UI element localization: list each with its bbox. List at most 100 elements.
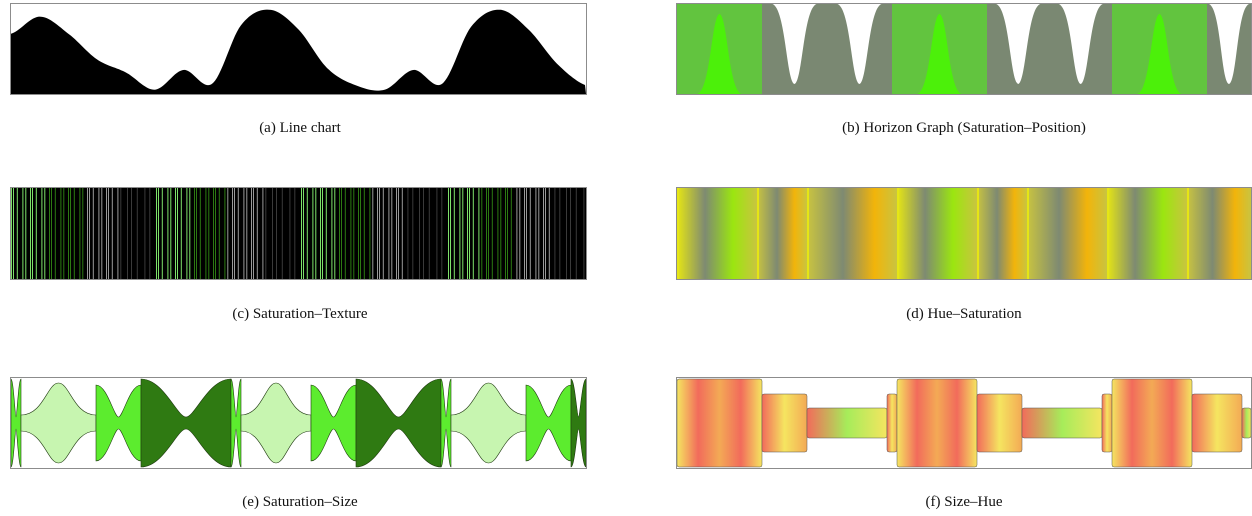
horizon-peak-2-0 — [917, 14, 962, 94]
texture-stripe — [246, 188, 248, 279]
texture-stripe — [111, 188, 113, 279]
texture-stripe — [106, 188, 107, 279]
size-band-8 — [440, 378, 452, 468]
texture-stripe — [60, 188, 62, 279]
hue-saturation-svg — [677, 188, 1251, 279]
texture-stripe — [469, 188, 470, 279]
texture-stripe — [377, 188, 378, 279]
hue-band-4 — [977, 188, 1027, 279]
texture-stripe — [199, 188, 201, 279]
texture-stripe — [158, 188, 159, 279]
horizon-graph-frame — [676, 3, 1252, 95]
texture-stripe — [391, 188, 393, 279]
texture-stripe — [196, 188, 197, 279]
hue-band-5 — [1027, 188, 1107, 279]
texture-stripe — [448, 188, 449, 279]
texture-stripe — [149, 188, 151, 279]
texture-stripe — [325, 188, 327, 279]
texture-stripe — [559, 188, 561, 279]
hue-band-2 — [807, 188, 897, 279]
horizon-peak-5-0 — [1209, 4, 1249, 84]
texture-stripe — [507, 188, 508, 279]
saturation-texture-frame — [10, 187, 587, 280]
hue-block-9 — [1191, 393, 1243, 453]
texture-stripe — [175, 188, 176, 279]
texture-stripe — [30, 188, 31, 279]
texture-stripe — [396, 188, 397, 279]
texture-stripe — [516, 188, 518, 279]
texture-stripe — [491, 188, 493, 279]
texture-stripe — [92, 188, 94, 279]
caption-b: (b) Horizon Graph (Saturation–Position) — [842, 120, 1086, 136]
hue-band-6 — [1107, 188, 1187, 279]
texture-stripe — [131, 188, 132, 279]
size-band-9 — [450, 382, 527, 464]
size-band-6 — [310, 384, 357, 462]
horizon-peak-1-0 — [772, 4, 817, 84]
texture-stripe — [89, 188, 90, 279]
size-band-11 — [570, 378, 586, 468]
texture-stripe — [570, 188, 571, 279]
texture-stripe — [382, 188, 384, 279]
texture-stripe — [144, 188, 146, 279]
texture-stripe — [205, 188, 207, 279]
texture-stripe — [213, 188, 214, 279]
texture-stripe — [548, 188, 550, 279]
texture-stripe — [344, 188, 346, 279]
hue-block-8 — [1111, 378, 1193, 468]
texture-stripe — [545, 188, 546, 279]
texture-stripe — [215, 188, 216, 279]
hue-band-edge-0 — [677, 188, 679, 279]
line-chart-frame — [10, 3, 587, 95]
caption-c: (c) Saturation–Texture — [232, 306, 368, 322]
texture-stripe — [117, 188, 119, 279]
texture-stripe — [54, 188, 56, 279]
texture-stripe — [303, 188, 304, 279]
texture-stripe — [218, 188, 220, 279]
texture-stripe — [194, 188, 195, 279]
hue-block-10 — [1241, 407, 1251, 439]
texture-stripe — [272, 188, 273, 279]
texture-stripe — [315, 188, 317, 279]
texture-stripe — [82, 188, 84, 279]
texture-stripe — [253, 188, 254, 279]
texture-stripe — [98, 188, 100, 279]
texture-stripe — [535, 188, 537, 279]
texture-stripe — [35, 188, 37, 279]
texture-stripe — [481, 188, 483, 279]
texture-stripe — [16, 188, 18, 279]
hue-block-0 — [677, 378, 763, 468]
texture-stripe — [500, 188, 502, 279]
horizon-peak-1-1 — [837, 4, 882, 84]
texture-stripe — [13, 188, 14, 279]
texture-stripe — [73, 188, 75, 279]
texture-stripe — [358, 188, 359, 279]
texture-stripe — [281, 188, 283, 279]
texture-stripe — [583, 188, 585, 279]
hue-block-1 — [761, 393, 808, 453]
hue-block-2 — [806, 407, 888, 439]
size-band-7 — [355, 378, 442, 468]
texture-stripe — [44, 188, 46, 279]
texture-stripe — [25, 188, 27, 279]
texture-stripe — [428, 188, 430, 279]
texture-stripe — [441, 188, 443, 279]
texture-stripe — [170, 188, 172, 279]
texture-stripe — [87, 188, 88, 279]
size-band-5 — [240, 382, 312, 464]
texture-stripe — [398, 188, 399, 279]
texture-stripe — [224, 188, 226, 279]
size-band-3 — [140, 378, 232, 468]
texture-stripe — [289, 188, 291, 279]
texture-background — [11, 188, 586, 279]
texture-stripe — [22, 188, 24, 279]
texture-stripe — [232, 188, 233, 279]
texture-stripe — [505, 188, 506, 279]
caption-f: (f) Size–Hue — [925, 494, 1003, 510]
texture-stripe — [363, 188, 365, 279]
texture-stripe — [519, 188, 521, 279]
size-band-2 — [95, 384, 142, 462]
texture-stripe — [341, 188, 342, 279]
texture-stripe — [486, 188, 487, 279]
hue-block-3 — [886, 393, 898, 453]
